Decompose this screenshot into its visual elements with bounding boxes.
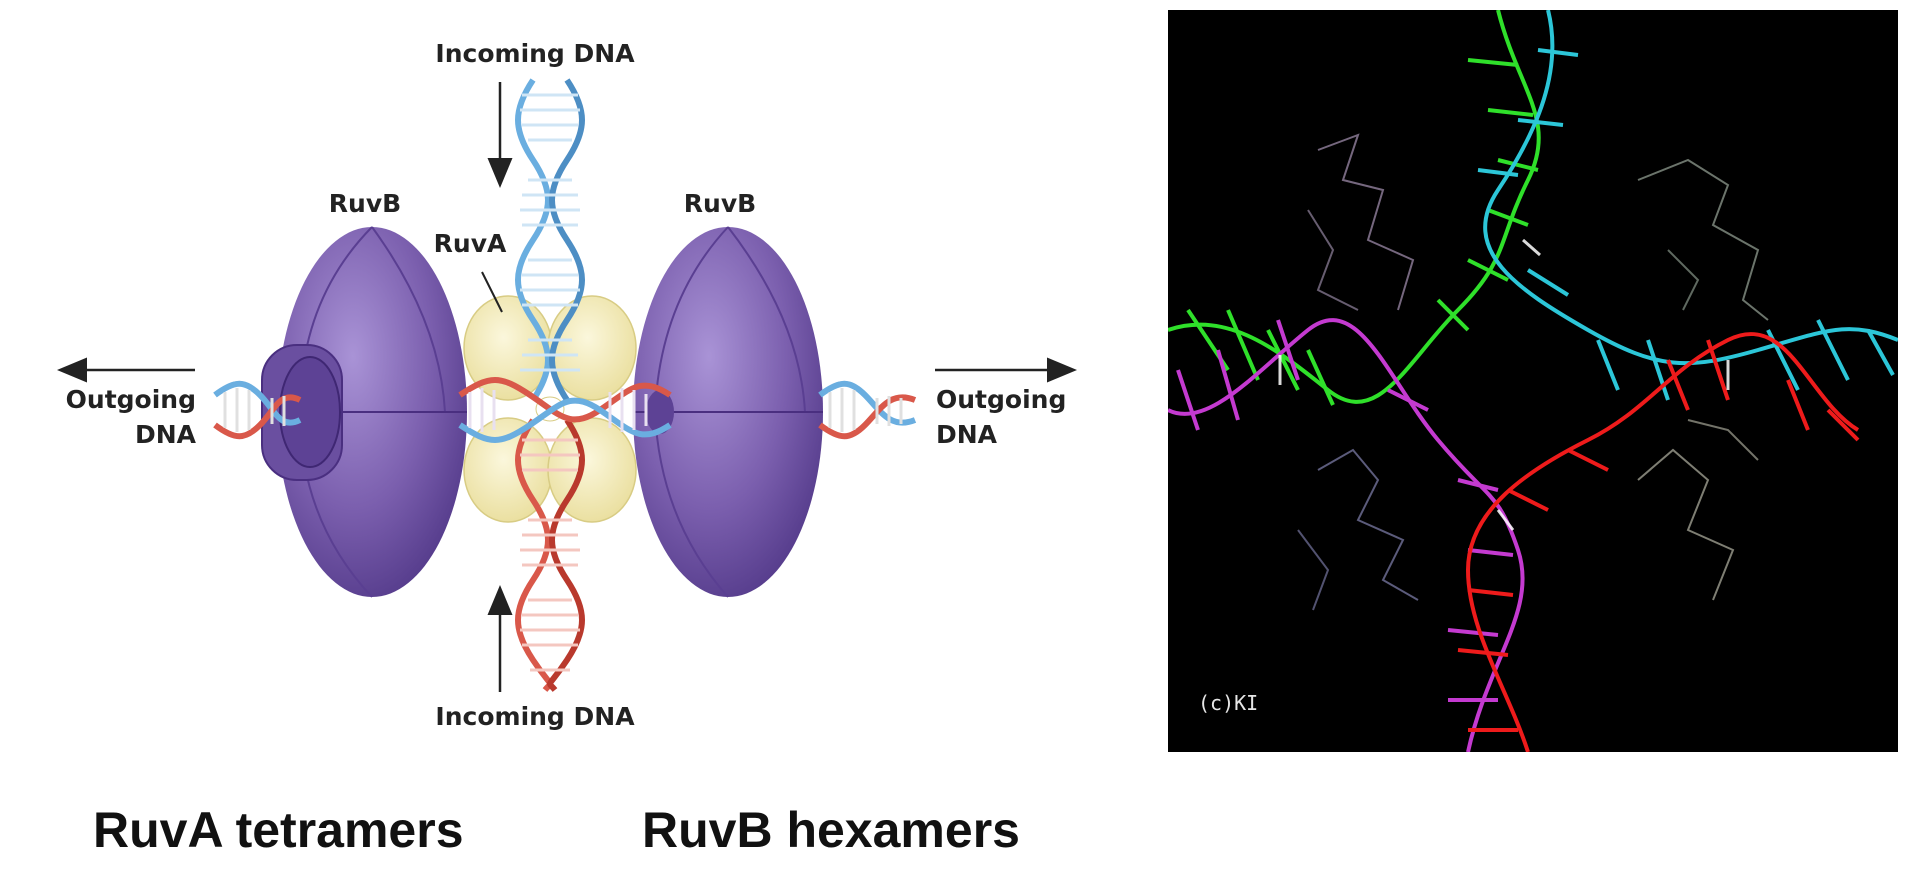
incoming-dna-top-label: Incoming DNA	[435, 39, 635, 68]
holliday-junction-structure-render: (c)KI	[1168, 10, 1898, 752]
outgoing-dna-right-helix	[818, 380, 917, 440]
strand-green	[1168, 10, 1541, 406]
incoming-dna-top-helix	[515, 78, 585, 402]
strand-red	[1457, 331, 1860, 752]
outgoing-dna-right-label-line1: Outgoing	[936, 385, 1066, 414]
incoming-dna-bottom-helix	[515, 418, 585, 692]
caption-ruvb-hexamers: RuvB hexamers	[642, 802, 1020, 858]
ruvab-schematic-diagram: Incoming DNA Incoming DNA RuvB RuvB RuvA…	[57, 39, 1077, 731]
caption-ruva-tetramers: RuvA tetramers	[93, 802, 464, 858]
copyright-label: (c)KI	[1198, 691, 1258, 715]
horizontal-dna-helix	[458, 377, 672, 443]
outgoing-dna-left-helix	[213, 380, 302, 440]
base-highlights	[1278, 238, 1730, 531]
outgoing-dna-left-label-line2: DNA	[135, 420, 197, 449]
outgoing-dna-left-label-line1: Outgoing	[66, 385, 196, 414]
protein-backbone-traces	[1297, 133, 1769, 611]
ruva-label: RuvA	[434, 229, 507, 258]
ruvb-right-hexamer	[633, 226, 823, 598]
ruvb-left-hexamer	[261, 226, 467, 598]
strand-magenta	[1168, 318, 1525, 752]
ruvb-left-label: RuvB	[329, 189, 401, 218]
ruva-leader-line	[481, 271, 503, 313]
ruvb-right-label: RuvB	[684, 189, 756, 218]
outgoing-dna-right-label-line2: DNA	[936, 420, 998, 449]
strand-cyan	[1477, 10, 1898, 401]
incoming-dna-bottom-label: Incoming DNA	[435, 702, 635, 731]
